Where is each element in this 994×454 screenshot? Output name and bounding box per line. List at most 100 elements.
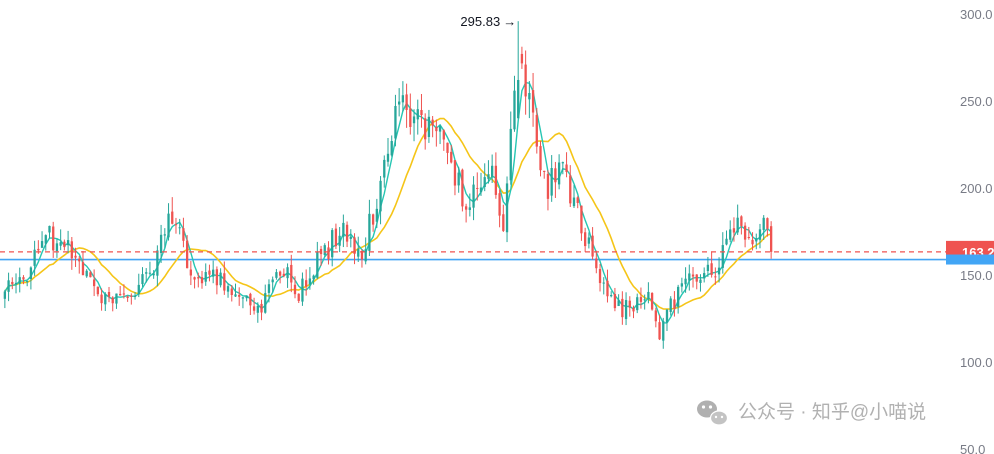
candle-body [59, 242, 62, 246]
candle-body [159, 234, 163, 254]
candle [457, 166, 460, 193]
candle-body [323, 245, 326, 256]
candle [561, 161, 564, 175]
candle-body [282, 273, 285, 277]
candle [353, 233, 356, 265]
candle-body [624, 300, 628, 320]
candle [740, 215, 743, 235]
candle [494, 152, 498, 199]
candle [133, 291, 137, 300]
candle-body [680, 283, 684, 287]
candle-body [472, 184, 475, 208]
candle-body [509, 128, 512, 181]
candle [729, 220, 732, 243]
candle [662, 317, 665, 349]
candle-body [606, 280, 609, 297]
candle-body [89, 272, 92, 278]
candle-body [576, 197, 579, 203]
candle [256, 302, 259, 323]
candle-body [119, 293, 122, 296]
candle-body [517, 80, 520, 119]
candle [420, 94, 423, 128]
candle-body [14, 282, 18, 285]
candle [70, 237, 73, 270]
candle [409, 93, 412, 135]
candle [386, 137, 390, 167]
candle-body [171, 211, 174, 224]
candle [676, 284, 680, 314]
candle [479, 172, 483, 196]
candle [617, 294, 620, 307]
candle-body [390, 141, 393, 156]
candle [14, 273, 18, 294]
candle-body [676, 286, 680, 307]
candle [416, 99, 419, 135]
candle-body [226, 286, 230, 292]
high-price-label: 295.83 [460, 14, 500, 29]
candle-body [531, 90, 535, 113]
candle-body [264, 293, 267, 313]
candle-body [286, 267, 289, 279]
candle [22, 275, 25, 285]
candle [427, 109, 431, 143]
candle-body [758, 229, 762, 240]
y-tick-label: 50.0 [960, 442, 985, 454]
candle-body [632, 307, 635, 312]
candle [92, 269, 96, 297]
candle-body [398, 101, 401, 105]
candle-body [431, 119, 434, 126]
candle-body [647, 291, 650, 299]
candle-body [453, 160, 457, 186]
candle [241, 297, 245, 309]
candle-body [260, 303, 263, 313]
candle-body [740, 216, 743, 226]
candle [688, 264, 691, 291]
candle-body [505, 183, 509, 233]
candle-body [383, 159, 386, 178]
candle [357, 236, 360, 262]
candle [383, 155, 386, 188]
candle-body [691, 274, 695, 277]
candle-body [152, 273, 155, 276]
candle-body [33, 249, 36, 266]
candle [624, 292, 628, 326]
candle [453, 160, 457, 196]
candle [66, 230, 70, 254]
candle [11, 277, 14, 290]
candle [48, 225, 51, 239]
candle [148, 261, 152, 276]
candle-body [617, 300, 620, 307]
candle [665, 309, 669, 332]
candle-body [104, 293, 107, 305]
candle [327, 241, 330, 265]
candle [520, 46, 524, 69]
candle [710, 251, 713, 278]
candle [297, 293, 300, 304]
candle [732, 217, 736, 242]
y-tick-label: 250.0 [960, 94, 993, 109]
candle-body [368, 213, 371, 251]
candle [331, 228, 334, 267]
candle-body [215, 269, 219, 286]
candle [312, 274, 315, 285]
candle-body [26, 280, 29, 282]
candle-body [565, 164, 568, 172]
candle-body [319, 248, 323, 255]
candle-body [55, 243, 59, 252]
candle [628, 296, 631, 317]
candle-body [479, 187, 483, 193]
candle-body [338, 235, 341, 246]
candle [178, 218, 181, 235]
candle [234, 283, 237, 297]
wechat-icon [697, 400, 729, 426]
candle [691, 267, 695, 288]
candle-body [464, 206, 468, 210]
candle-body [699, 279, 702, 283]
candle-body [63, 241, 66, 248]
candle [438, 124, 442, 145]
candle-body [535, 114, 538, 147]
candle [252, 297, 256, 315]
candle-body [107, 291, 111, 297]
candle-body [498, 193, 501, 216]
